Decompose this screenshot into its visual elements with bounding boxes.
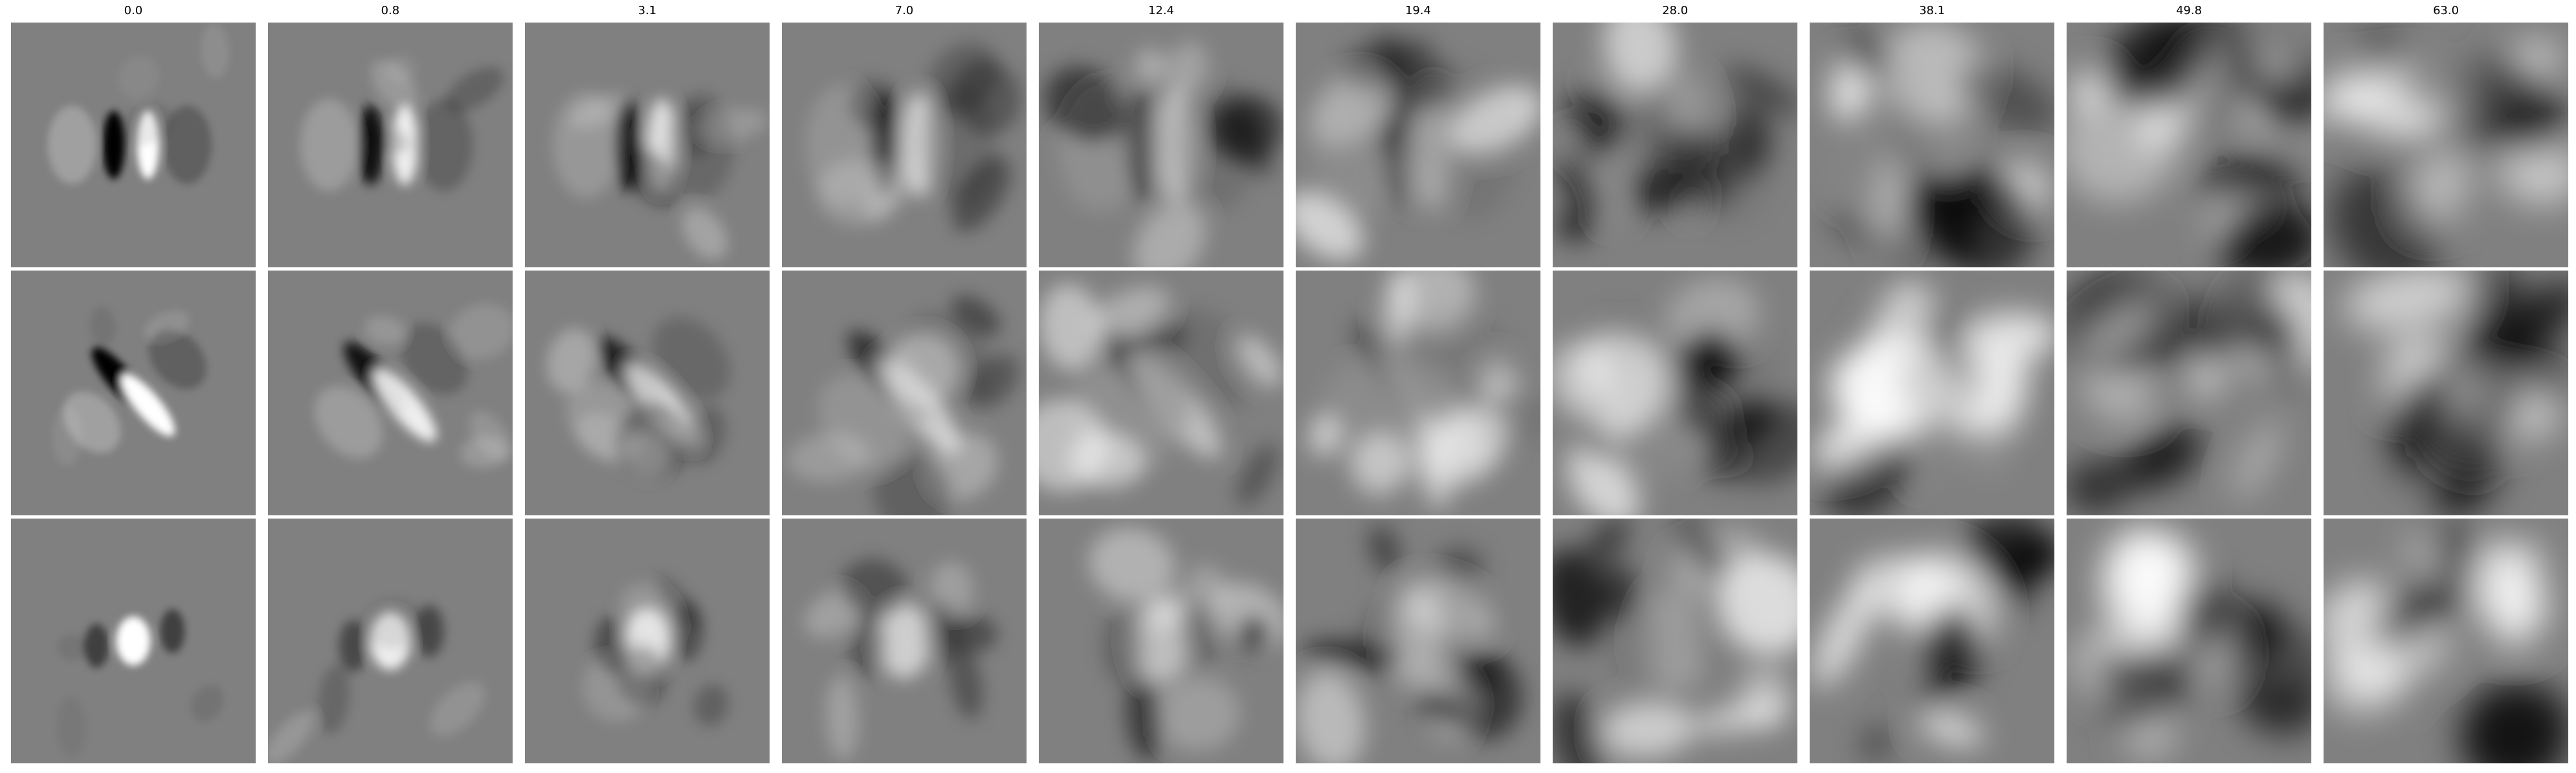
column-title: 7.0 bbox=[895, 4, 914, 17]
filter-image-r3-c6 bbox=[1296, 519, 1540, 763]
column-title: 3.1 bbox=[638, 4, 657, 17]
filter-image-r1-c7 bbox=[1553, 23, 1797, 267]
column-title: 49.8 bbox=[2175, 4, 2202, 17]
column-title: 38.1 bbox=[1918, 4, 1946, 17]
filter-image-r1-c10 bbox=[2324, 23, 2568, 267]
filter-image-r3-c3 bbox=[525, 519, 770, 763]
filter-image-r3-c4 bbox=[782, 519, 1027, 763]
column-title: 19.4 bbox=[1405, 4, 1432, 17]
filter-image-r1-c4 bbox=[782, 23, 1027, 267]
filter-image-r2-c6 bbox=[1296, 271, 1540, 515]
filter-image-r3-c2 bbox=[268, 519, 513, 763]
filter-image-r3-c5 bbox=[1039, 519, 1283, 763]
column-title: 28.0 bbox=[1662, 4, 1689, 17]
filter-image-r1-c2 bbox=[268, 23, 513, 267]
filter-image-r3-c10 bbox=[2324, 519, 2568, 763]
filter-image-r3-c1 bbox=[11, 519, 256, 763]
filter-image-r2-c7 bbox=[1553, 271, 1797, 515]
filter-image-r2-c4 bbox=[782, 271, 1027, 515]
filter-image-r3-c8 bbox=[1810, 519, 2054, 763]
filter-image-r2-c3 bbox=[525, 271, 770, 515]
filter-image-r2-c1 bbox=[11, 271, 256, 515]
column-title: 0.0 bbox=[124, 4, 143, 17]
filter-image-r2-c8 bbox=[1810, 271, 2054, 515]
filter-image-r2-c2 bbox=[268, 271, 513, 515]
filter-image-r3-c9 bbox=[2067, 519, 2311, 763]
column-title: 0.8 bbox=[381, 4, 400, 17]
column-title: 63.0 bbox=[2432, 4, 2459, 17]
filter-image-r1-c1 bbox=[11, 23, 256, 267]
filter-image-r1-c5 bbox=[1039, 23, 1283, 267]
filter-image-r2-c10 bbox=[2324, 271, 2568, 515]
filter-image-r1-c6 bbox=[1296, 23, 1540, 267]
column-title: 12.4 bbox=[1148, 4, 1175, 17]
filter-image-r3-c7 bbox=[1553, 519, 1797, 763]
filter-image-r1-c3 bbox=[525, 23, 770, 267]
filter-image-r2-c5 bbox=[1039, 271, 1283, 515]
filter-image-r1-c9 bbox=[2067, 23, 2311, 267]
filter-image-r2-c9 bbox=[2067, 271, 2311, 515]
filter-image-r1-c8 bbox=[1810, 23, 2054, 267]
